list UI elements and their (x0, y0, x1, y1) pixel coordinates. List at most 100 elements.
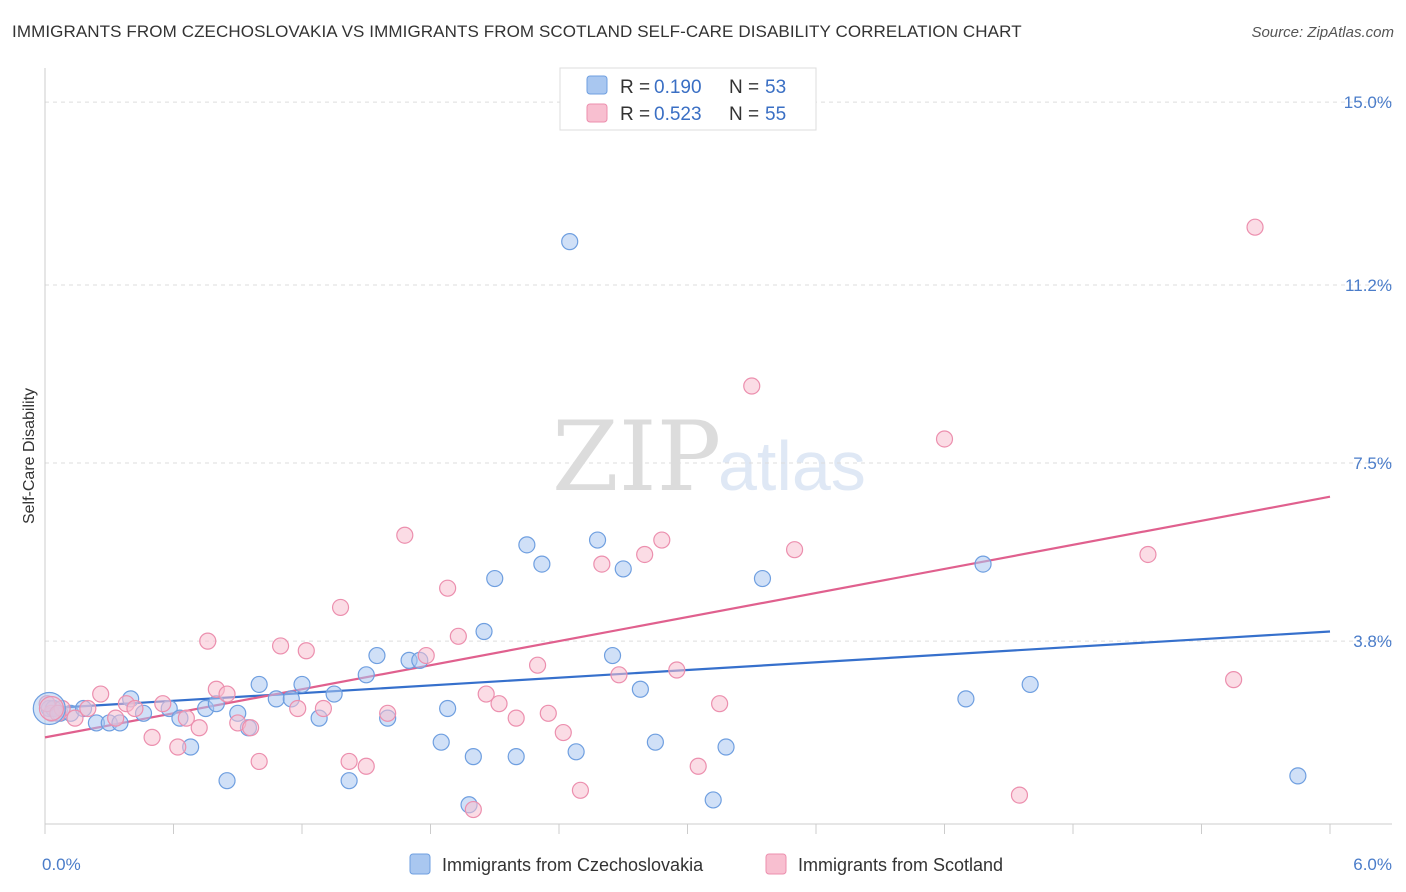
point-pink (79, 699, 97, 718)
legend-swatch-blue (586, 75, 608, 95)
legend-n-value-1: 55 (765, 104, 786, 125)
y-tick-labels: 3.8% 7.5% 11.2% 15.0% (1344, 93, 1392, 651)
point-blue (704, 791, 722, 809)
point-pink (143, 728, 161, 746)
series-legend: Immigrants from Czechoslovakia Immigrant… (409, 853, 1003, 875)
point-blue (464, 748, 482, 766)
point-pink (439, 579, 457, 597)
point-cluster-blue (32, 691, 66, 726)
point-pink (357, 757, 375, 775)
watermark: ZIP atlas (552, 401, 866, 513)
watermark-zip: ZIP (552, 401, 721, 513)
grid-lines (45, 101, 1392, 642)
point-pink (107, 709, 125, 727)
x-tick-labels: 0.0% 6.0% (42, 855, 1392, 874)
legend-r-label-1: R = (620, 104, 650, 125)
series-label-czechoslovakia: Immigrants from Czechoslovakia (442, 855, 704, 875)
point-blue (340, 772, 358, 790)
x-tick-label: 6.0% (1353, 855, 1392, 874)
point-pink (571, 781, 590, 799)
legend-r-label-0: R = (620, 77, 650, 98)
point-pink (242, 719, 260, 737)
point-blue (974, 555, 992, 573)
point-blue (753, 569, 772, 588)
point-blue (1289, 767, 1307, 785)
y-tick-label: 7.5% (1353, 454, 1392, 473)
point-pink (154, 695, 172, 713)
series-swatch-blue (409, 853, 431, 875)
point-blue (507, 748, 525, 766)
point-pink (92, 685, 110, 703)
legend: R = 0.190 N = 53 R = 0.523 N = 55 (559, 67, 817, 131)
point-pink (1246, 218, 1264, 236)
point-pink (477, 685, 495, 703)
point-pink (314, 699, 333, 718)
legend-n-label-1: N = (729, 104, 759, 125)
point-pink (271, 637, 290, 655)
point-pink (743, 377, 761, 395)
point-pink (464, 800, 482, 819)
point-pink (668, 661, 686, 679)
point-pink (785, 541, 804, 559)
point-blue (439, 699, 457, 718)
y-axis-label: Self-Care Disability (21, 388, 38, 524)
y-tick-label: 3.8% (1353, 632, 1392, 651)
point-blue (717, 738, 735, 756)
point-blue (368, 646, 386, 665)
point-pink (449, 627, 467, 645)
point-pink (653, 531, 671, 549)
point-blue (486, 569, 504, 588)
point-pink (490, 695, 508, 713)
trend-line-blue (44, 630, 1331, 710)
point-pink (331, 598, 350, 617)
legend-n-label-0: N = (729, 77, 759, 98)
point-pink (1139, 545, 1157, 564)
point-pink (218, 685, 236, 703)
point-blue (588, 531, 607, 549)
trend-line-pink (44, 495, 1331, 739)
source-credit: Source: ZipAtlas.com (1251, 24, 1394, 41)
point-pink (539, 704, 557, 722)
point-blue (614, 560, 632, 578)
y-tick-label: 11.2% (1345, 276, 1392, 295)
point-blue (646, 733, 664, 751)
point-pink (593, 555, 611, 573)
legend-swatch-pink (586, 103, 608, 123)
legend-r-value-1: 0.523 (654, 104, 702, 125)
point-pink (289, 699, 307, 718)
series-swatch-pink (765, 853, 787, 875)
point-pink (250, 752, 268, 771)
point-blue (432, 733, 450, 751)
point-pink (417, 646, 435, 665)
point-blue (533, 555, 551, 573)
legend-n-value-0: 53 (765, 77, 786, 98)
point-blue (325, 685, 343, 703)
point-pink (935, 430, 954, 448)
point-pink (190, 719, 208, 737)
watermark-atlas: atlas (718, 427, 866, 505)
point-pink (1010, 786, 1029, 804)
point-blue (518, 536, 536, 554)
point-blue (631, 680, 649, 698)
point-blue (561, 233, 579, 251)
point-pink (507, 709, 525, 727)
series-label-scotland: Immigrants from Scotland (798, 855, 1003, 875)
chart-title: IMMIGRANTS FROM CZECHOSLOVAKIA VS IMMIGR… (12, 22, 1022, 41)
point-blue (567, 743, 585, 761)
point-blue (475, 622, 493, 641)
point-pink (169, 738, 187, 756)
point-blue (357, 666, 375, 684)
legend-r-value-0: 0.190 (654, 77, 702, 98)
point-blue (267, 690, 285, 708)
point-pink (554, 723, 572, 742)
point-blue (293, 675, 311, 694)
point-pink (396, 526, 414, 544)
point-pink (1225, 671, 1243, 689)
point-pink (66, 709, 84, 727)
point-pink (126, 699, 144, 718)
point-pink (177, 709, 195, 727)
data-points (32, 218, 1307, 819)
point-pink (689, 757, 707, 775)
point-blue (250, 675, 268, 694)
